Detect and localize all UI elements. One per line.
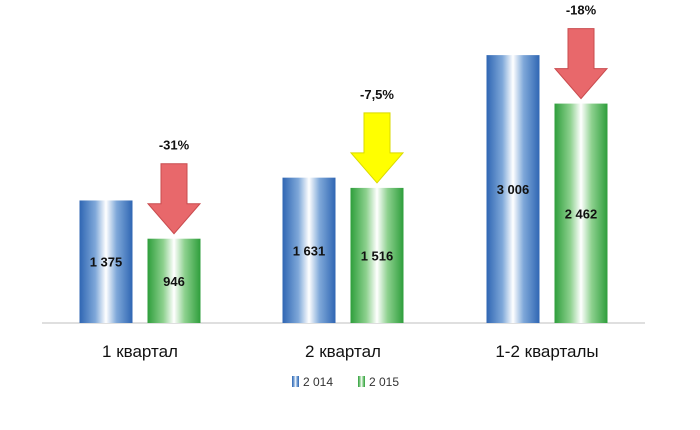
category-label-h1: 1-2 кварталы bbox=[495, 342, 598, 361]
legend-label-2015: 2 015 bbox=[369, 375, 399, 389]
change-label-q2: -7,5% bbox=[360, 87, 394, 102]
change-label-h1: -18% bbox=[566, 3, 597, 18]
legend: 2 014 2 015 bbox=[292, 375, 399, 389]
bars-layer bbox=[79, 55, 608, 324]
bar-value-label-q2-2014: 1 631 bbox=[293, 243, 326, 258]
bar-value-label-q2-2015: 1 516 bbox=[361, 248, 394, 263]
legend-swatch-2014 bbox=[292, 376, 299, 387]
change-arrow-h1 bbox=[553, 28, 609, 100]
bar-q2-2014 bbox=[282, 177, 336, 323]
bar-value-label-q1-2014: 1 375 bbox=[90, 255, 123, 270]
legend-label-2014: 2 014 bbox=[303, 375, 333, 389]
legend-item-2015: 2 015 bbox=[358, 375, 399, 389]
change-arrows-layer bbox=[146, 28, 609, 235]
bar-value-label-h1-2015: 2 462 bbox=[565, 206, 598, 221]
category-label-q2: 2 квартал bbox=[305, 342, 381, 361]
change-label-q1: -31% bbox=[159, 138, 190, 153]
bar-q1-2014 bbox=[79, 200, 133, 323]
change-arrow-q2 bbox=[349, 112, 405, 184]
bar-h1-2014 bbox=[486, 55, 540, 323]
category-label-q1: 1 квартал bbox=[102, 342, 178, 361]
bar-value-label-q1-2015: 946 bbox=[163, 274, 185, 289]
bar-q2-2015 bbox=[350, 187, 404, 323]
bar-h1-2015 bbox=[554, 103, 608, 324]
change-arrow-q1 bbox=[146, 163, 202, 235]
bar-value-label-h1-2014: 3 006 bbox=[497, 182, 530, 197]
bar-q1-2015 bbox=[147, 238, 201, 323]
labels-layer: 1 375 946 -31% 1 квартал 1 631 1 516 -7,5% 2 кв… bbox=[90, 3, 599, 361]
legend-swatch-2015 bbox=[358, 376, 365, 387]
legend-item-2014: 2 014 bbox=[292, 375, 333, 389]
